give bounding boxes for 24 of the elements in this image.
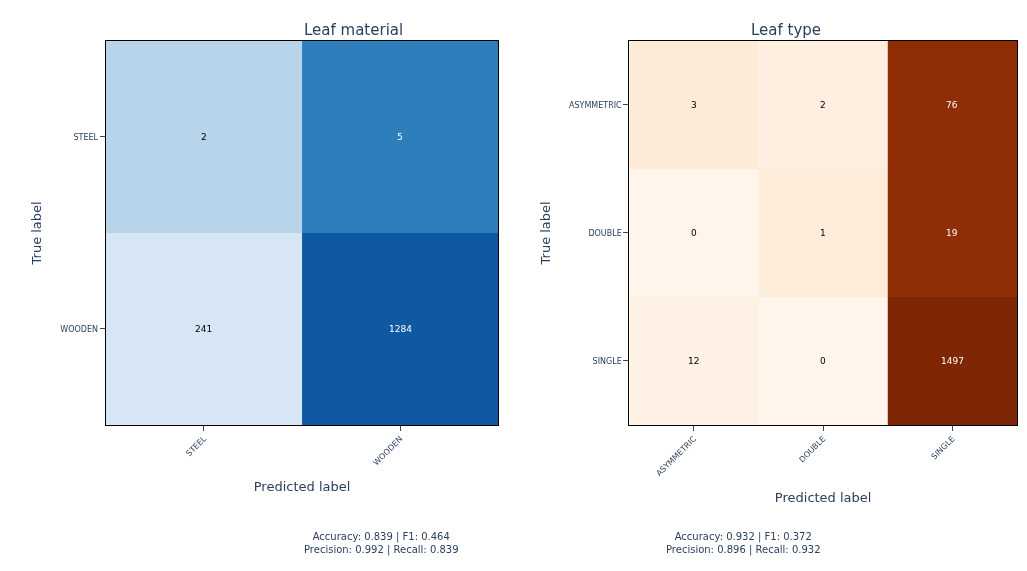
text: Accuracy: 0.839 | F1: 0.464 Precision: 0.992 | Recall: 0.839 bbox=[304, 531, 459, 556]
data-label: 3 bbox=[691, 100, 697, 110]
y-axis-title: True label bbox=[537, 201, 553, 266]
x-axis-title: Predicted label bbox=[253, 479, 351, 495]
chart-title: Leaf type bbox=[751, 21, 822, 39]
x-axis-title: Predicted label bbox=[774, 489, 872, 505]
y-axis-title: True label bbox=[29, 201, 45, 266]
data-label: 5 bbox=[397, 132, 403, 142]
data-label: 2 bbox=[820, 100, 826, 110]
text: Accuracy: 0.932 | F1: 0.372 Precision: 0.896 | Recall: 0.932 bbox=[666, 531, 821, 556]
y-tick-label: ASYMMETRIC bbox=[569, 100, 623, 110]
data-label: 1284 bbox=[389, 324, 413, 334]
data-label: 2 bbox=[201, 132, 207, 142]
data-label: 0 bbox=[820, 356, 826, 366]
y-tick-label: SINGLE bbox=[592, 356, 622, 366]
y-tick-label: DOUBLE bbox=[588, 228, 622, 238]
data-label: 19 bbox=[946, 228, 958, 238]
data-label: 1 bbox=[820, 228, 826, 238]
data-label: 12 bbox=[688, 356, 700, 366]
chart-title: Leaf material bbox=[304, 21, 404, 39]
data-label: 241 bbox=[195, 324, 213, 334]
data-label: 0 bbox=[691, 228, 697, 238]
data-label: 76 bbox=[946, 100, 958, 110]
data-label: 1497 bbox=[941, 356, 964, 366]
